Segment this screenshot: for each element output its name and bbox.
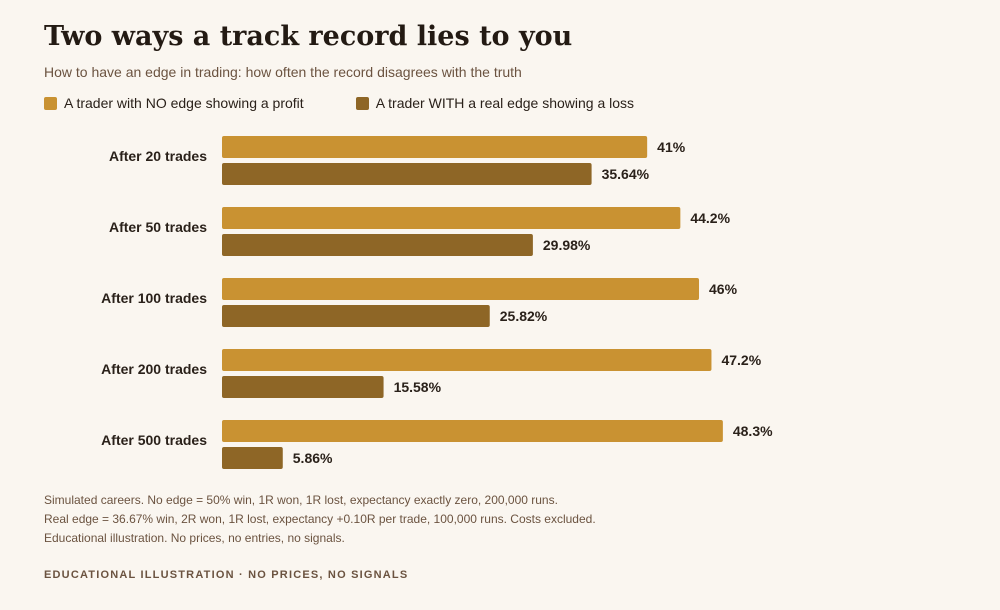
- category-label: After 20 trades: [109, 148, 207, 164]
- bar-value-label: 47.2%: [721, 352, 761, 368]
- category-label: After 100 trades: [101, 290, 207, 306]
- footnote-line: Real edge = 36.67% win, 2R won, 1R lost,…: [44, 512, 596, 526]
- legend-label-real-edge: A trader WITH a real edge showing a loss: [375, 95, 635, 111]
- bar-value-label: 15.58%: [394, 379, 442, 395]
- bar-value-label: 41%: [657, 139, 686, 155]
- legend-swatch-no-edge: [44, 96, 57, 110]
- chart-subtitle: How to have an edge in trading: how ofte…: [44, 64, 522, 80]
- bar-value-label: 29.98%: [543, 237, 591, 253]
- bar-no-edge: [222, 278, 700, 300]
- bar-real-edge: [222, 376, 384, 398]
- bar-no-edge: [222, 349, 712, 371]
- bar-value-label: 44.2%: [690, 210, 730, 226]
- legend: A trader with NO edge showing a profit A…: [44, 95, 686, 111]
- bar-real-edge: [222, 305, 490, 327]
- footnote-line: Educational illustration. No prices, no …: [44, 531, 345, 545]
- legend-label-no-edge: A trader with NO edge showing a profit: [64, 95, 304, 111]
- category-label: After 50 trades: [109, 219, 207, 235]
- bar-real-edge: [222, 163, 592, 185]
- bar-value-label: 25.82%: [500, 308, 548, 324]
- footnote-line: Simulated careers. No edge = 50% win, 1R…: [44, 493, 558, 507]
- category-label: After 500 trades: [101, 432, 207, 448]
- bar-real-edge: [222, 234, 533, 256]
- bar-no-edge: [222, 136, 648, 158]
- chart-title: Two ways a track record lies to you: [44, 21, 573, 52]
- footnotes: Simulated careers. No edge = 50% win, 1R…: [44, 491, 596, 548]
- legend-item-no-edge: A trader with NO edge showing a profit: [44, 95, 304, 111]
- legend-swatch-real-edge: [355, 96, 369, 110]
- bar-no-edge: [222, 207, 681, 229]
- category-label: After 200 trades: [101, 361, 207, 377]
- bar-value-label: 5.86%: [293, 450, 333, 466]
- bar-real-edge: [222, 447, 283, 469]
- bar-value-label: 46%: [709, 281, 738, 297]
- bar-no-edge: [222, 420, 723, 442]
- legend-item-real-edge: A trader WITH a real edge showing a loss: [355, 95, 635, 111]
- footer-note: EDUCATIONAL ILLUSTRATION · NO PRICES, NO…: [44, 569, 409, 581]
- bar-value-label: 35.64%: [602, 166, 650, 182]
- bar-value-label: 48.3%: [733, 423, 773, 439]
